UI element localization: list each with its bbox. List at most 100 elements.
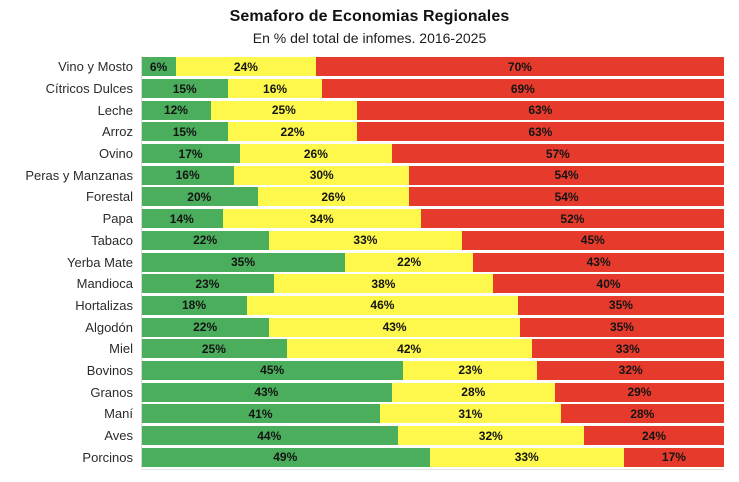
segment-value-label: 16% <box>263 81 288 96</box>
bar-track: 44% 32% 24% <box>141 426 724 446</box>
chart-row: Miel 25% 42% 33% <box>0 338 724 360</box>
segment-value-label: 12% <box>163 103 188 118</box>
segment-value-label: 49% <box>273 450 298 465</box>
bar-track: 22% 33% 45% <box>141 230 724 250</box>
segment-value-label: 25% <box>201 341 226 356</box>
bar-segment-red: 29% <box>554 382 724 402</box>
bar-segment-green: 45% <box>141 360 404 380</box>
chart-subtitle: En % del total de infomes. 2016-2025 <box>252 30 487 46</box>
bar-segment-green: 17% <box>141 144 241 164</box>
segment-value-label: 20% <box>187 189 212 204</box>
bar-track: 16% 30% 54% <box>141 165 724 185</box>
bar-segment-red: 35% <box>519 317 724 337</box>
segment-value-label: 33% <box>353 233 378 248</box>
category-label: Maní <box>104 406 133 422</box>
bar-segment-red: 70% <box>315 57 724 77</box>
bar-segment-yellow: 30% <box>234 165 410 185</box>
segment-value-label: 52% <box>560 211 585 226</box>
bar-segment-red: 24% <box>584 426 724 446</box>
bar-segment-green: 49% <box>141 447 430 467</box>
category-label: Mandioca <box>76 276 133 292</box>
chart-row: Granos 43% 28% 29% <box>0 381 724 403</box>
segment-value-label: 69% <box>510 81 535 96</box>
bar-rows: Vino y Mosto 6% 24% 70% Cítricos Dulces 15% 16… <box>0 56 724 468</box>
bar-track: 45% 23% 32% <box>141 360 724 380</box>
segment-value-label: 14% <box>169 211 194 226</box>
bar-segment-red: 43% <box>473 252 724 272</box>
bar-segment-red: 32% <box>537 360 724 380</box>
bar-segment-red: 69% <box>321 79 724 99</box>
category-label: Arroz <box>101 124 133 140</box>
segment-value-label: 35% <box>608 298 633 313</box>
bar-segment-red: 54% <box>409 165 724 185</box>
segment-value-label: 54% <box>554 189 579 204</box>
bar-segment-green: 6% <box>141 57 176 77</box>
segment-value-label: 17% <box>178 146 203 161</box>
bar-track: 15% 22% 63% <box>141 122 724 142</box>
bar-segment-yellow: 31% <box>380 404 561 424</box>
bar-track: 23% 38% 40% <box>141 274 724 294</box>
segment-value-label: 63% <box>528 103 553 118</box>
category-label: Algodón <box>85 319 133 335</box>
segment-value-label: 24% <box>233 59 258 74</box>
segment-value-label: 44% <box>257 428 282 443</box>
category-label: Forestal <box>86 189 133 205</box>
segment-value-label: 45% <box>580 233 605 248</box>
segment-value-label: 15% <box>172 124 197 139</box>
bar-track: 12% 25% 63% <box>141 100 724 120</box>
category-label: Hortalizas <box>75 297 133 313</box>
segment-value-label: 43% <box>254 385 279 400</box>
bar-segment-red: 28% <box>560 404 724 424</box>
bar-segment-yellow: 43% <box>269 317 520 337</box>
bar-segment-yellow: 46% <box>247 295 518 315</box>
bar-segment-green: 15% <box>141 122 229 142</box>
chart-row: Peras y Manzanas 16% 30% 54% <box>0 164 724 186</box>
segment-value-label: 22% <box>193 233 218 248</box>
bar-segment-yellow: 26% <box>257 187 410 207</box>
bar-segment-red: 17% <box>623 447 724 467</box>
segment-value-label: 41% <box>248 406 273 421</box>
chart-row: Algodón 22% 43% 35% <box>0 316 724 338</box>
segment-value-label: 43% <box>586 255 611 270</box>
category-label: Vino y Mosto <box>58 59 133 75</box>
chart-row: Forestal 20% 26% 54% <box>0 186 724 208</box>
bar-segment-green: 20% <box>141 187 258 207</box>
bar-segment-yellow: 22% <box>345 252 474 272</box>
bar-segment-red: 54% <box>409 187 724 207</box>
category-label: Tabaco <box>91 232 133 248</box>
segment-value-label: 28% <box>461 385 486 400</box>
chart-row: Yerba Mate 35% 22% 43% <box>0 251 724 273</box>
category-label: Papa <box>102 211 133 227</box>
bar-segment-green: 25% <box>141 339 287 359</box>
bar-segment-yellow: 38% <box>273 274 494 294</box>
bar-track: 43% 28% 29% <box>141 382 724 402</box>
segment-value-label: 15% <box>172 81 197 96</box>
bar-segment-green: 23% <box>141 274 274 294</box>
segment-value-label: 31% <box>458 406 483 421</box>
chart-row: Maní 41% 31% 28% <box>0 403 724 425</box>
segment-value-label: 18% <box>181 298 207 313</box>
bar-segment-green: 15% <box>141 79 229 99</box>
category-label: Bovinos <box>86 362 133 378</box>
bar-segment-red: 63% <box>356 100 724 120</box>
segment-value-label: 23% <box>195 276 220 291</box>
segment-value-label: 32% <box>478 428 503 443</box>
segment-value-label: 22% <box>397 255 422 270</box>
segment-value-label: 43% <box>382 320 407 335</box>
category-label: Granos <box>90 384 133 400</box>
segment-value-label: 38% <box>371 276 396 291</box>
category-label: Yerba Mate <box>66 254 133 270</box>
chart-row: Bovinos 45% 23% 32% <box>0 360 724 382</box>
segment-value-label: 22% <box>280 124 305 139</box>
chart-row: Leche 12% 25% 63% <box>0 99 724 121</box>
bar-track: 17% 26% 57% <box>141 144 724 164</box>
bar-segment-green: 22% <box>141 230 270 250</box>
bar-segment-green: 16% <box>141 165 235 185</box>
bar-segment-yellow: 16% <box>228 79 322 99</box>
segment-value-label: 28% <box>630 406 655 421</box>
chart-row: Papa 14% 34% 52% <box>0 208 724 230</box>
bar-track: 18% 46% 35% <box>141 295 724 315</box>
segment-value-label: 32% <box>618 363 643 378</box>
bar-track: 41% 31% 28% <box>141 404 724 424</box>
